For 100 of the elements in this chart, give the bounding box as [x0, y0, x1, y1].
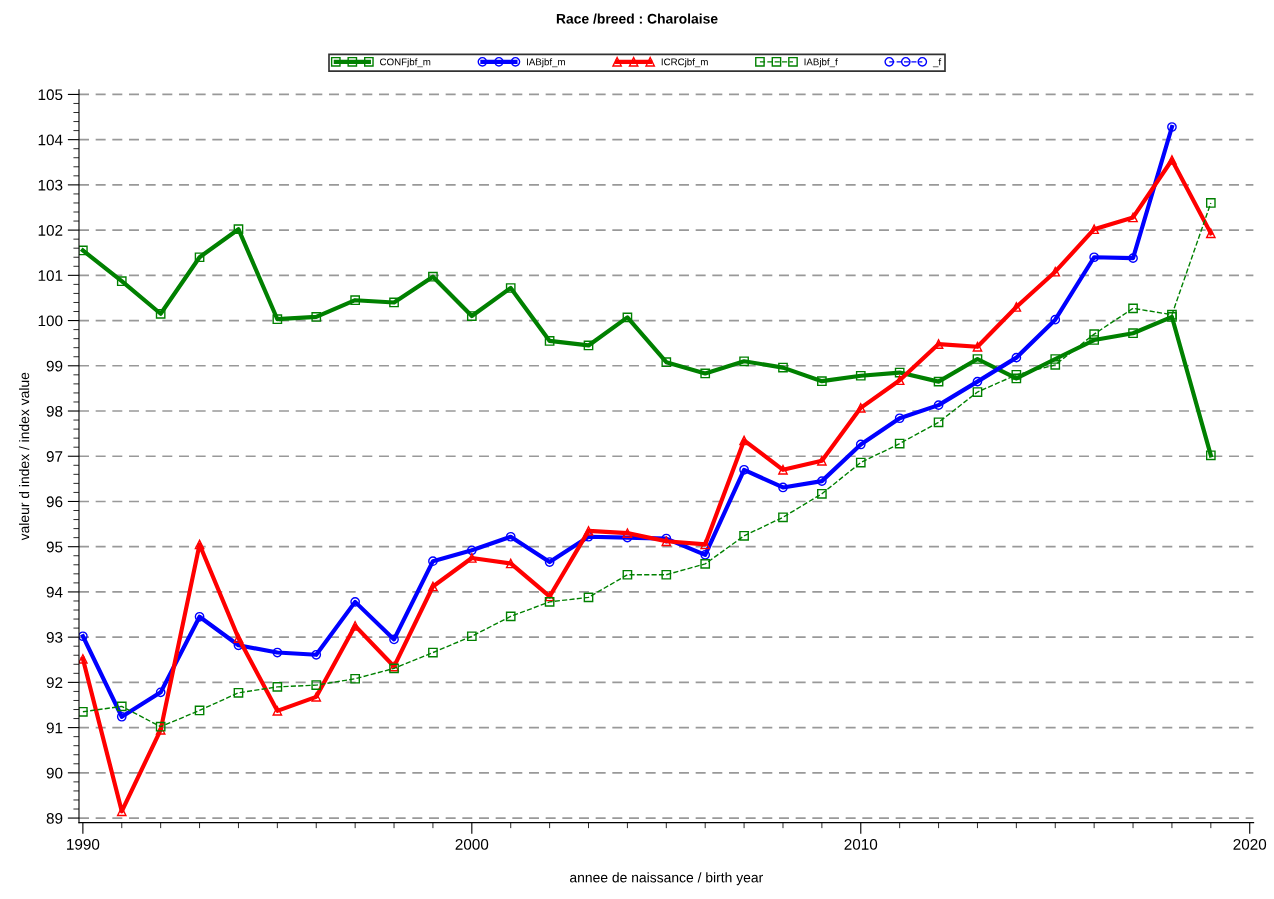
- point: [350, 295, 361, 306]
- y-tick-label: 91: [46, 722, 63, 734]
- point: [700, 559, 711, 569]
- line-series: [78, 122, 1177, 722]
- point: [1089, 252, 1100, 263]
- point: [78, 631, 88, 642]
- point: [544, 336, 555, 346]
- point: [894, 413, 905, 424]
- point: [855, 402, 866, 413]
- legend-label: IABjbf_m: [527, 58, 565, 68]
- point: [972, 341, 983, 352]
- point: [1167, 122, 1177, 132]
- legend-label: _f: [932, 58, 942, 68]
- point: [855, 439, 866, 450]
- point: [1128, 328, 1138, 339]
- point: [311, 312, 322, 322]
- point: [194, 611, 205, 622]
- point: [817, 488, 827, 499]
- point: [428, 271, 438, 282]
- point: [1128, 253, 1138, 264]
- y-axis-title: valeur d index / index value: [19, 372, 30, 541]
- point: [428, 647, 438, 658]
- point: [544, 557, 555, 567]
- point: [817, 376, 827, 387]
- point: [972, 376, 983, 387]
- y-tick-label: 89: [46, 812, 63, 824]
- point: [1128, 303, 1138, 314]
- point: [466, 631, 477, 642]
- point: [1205, 228, 1216, 239]
- y-tick-label: 93: [46, 632, 63, 643]
- y-tick-label: 95: [46, 541, 63, 553]
- point: [583, 526, 594, 536]
- point: [583, 340, 594, 351]
- point: [389, 634, 399, 645]
- point: [389, 297, 399, 308]
- point: [116, 276, 127, 287]
- point: [1011, 352, 1022, 363]
- point: [116, 701, 127, 712]
- point: [583, 592, 594, 603]
- point: [700, 368, 711, 379]
- point: [272, 314, 283, 325]
- y-tick-label: 103: [38, 179, 63, 191]
- point: [194, 539, 205, 550]
- x-tick-label: 2000: [455, 838, 489, 850]
- point: [233, 633, 244, 643]
- point: [1011, 302, 1022, 312]
- y-tick-label: 90: [46, 767, 63, 779]
- point: [272, 647, 283, 658]
- point: [544, 591, 555, 602]
- point: [855, 457, 866, 468]
- point: [778, 512, 788, 523]
- point: [778, 482, 788, 493]
- point: [544, 597, 555, 607]
- point: [739, 464, 749, 475]
- y-tick-label: 101: [38, 270, 63, 282]
- point: [622, 312, 633, 323]
- point: [272, 682, 283, 692]
- point: [1050, 266, 1061, 277]
- point: [272, 706, 283, 716]
- point: [1050, 360, 1061, 370]
- point: [1205, 450, 1216, 461]
- point: [78, 245, 88, 256]
- point: [505, 611, 516, 622]
- x-tick-label: 1990: [67, 838, 100, 850]
- x-tick-label: 2020: [1233, 838, 1267, 850]
- y-tick-label: 105: [38, 89, 63, 101]
- point: [1089, 224, 1100, 235]
- point: [739, 530, 749, 541]
- chart-title: Race /breed : Charolaise: [556, 13, 718, 24]
- point: [972, 387, 983, 397]
- point: [428, 581, 438, 592]
- point: [505, 531, 516, 542]
- point: [78, 706, 88, 717]
- y-tick-label: 97: [46, 451, 63, 462]
- point: [739, 356, 749, 367]
- point: [622, 528, 633, 538]
- point: [466, 545, 477, 556]
- legend-label: IABjbf_f: [804, 58, 838, 68]
- y-tick-label: 99: [46, 360, 63, 372]
- point: [933, 400, 944, 410]
- legend-label: ICRCjbf_m: [661, 58, 708, 68]
- point: [1128, 212, 1138, 223]
- y-tick-label: 102: [38, 224, 63, 236]
- point: [1089, 329, 1100, 339]
- point: [350, 597, 361, 607]
- point: [1205, 198, 1216, 208]
- point: [1011, 373, 1022, 384]
- point: [116, 711, 127, 722]
- point: [233, 224, 244, 235]
- point: [428, 556, 438, 567]
- point: [311, 680, 322, 690]
- point: [311, 649, 322, 660]
- point: [233, 687, 244, 698]
- y-tick-label: 96: [46, 496, 63, 508]
- point: [1167, 155, 1177, 165]
- point: [894, 438, 905, 449]
- point: [194, 705, 205, 716]
- y-tick-label: 104: [38, 134, 63, 146]
- point: [817, 476, 827, 486]
- point: [778, 464, 788, 475]
